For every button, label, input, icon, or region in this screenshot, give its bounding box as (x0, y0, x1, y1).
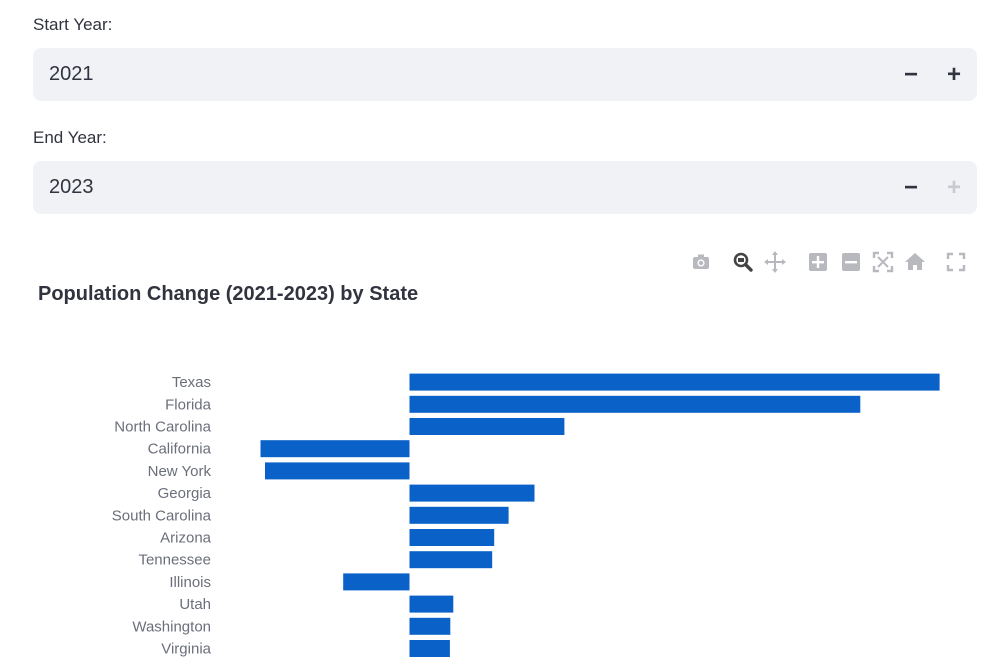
bar-new-york[interactable] (265, 462, 410, 480)
y-tick-label: North Carolina (114, 419, 211, 436)
y-tick-label: New York (148, 463, 212, 480)
y-tick-label: Utah (179, 596, 211, 613)
y-tick-label: Illinois (169, 574, 211, 591)
autoscale-icon[interactable] (869, 248, 897, 276)
y-tick-label: Florida (165, 396, 212, 413)
y-tick-label: California (148, 441, 212, 458)
bar-north-carolina[interactable] (409, 418, 565, 435)
chart-title: Population Change (2021-2023) by State (38, 283, 419, 305)
end-year-decrement-button[interactable]: − (891, 161, 931, 214)
start-year-value[interactable]: 2021 (49, 63, 94, 85)
plus-icon: + (946, 174, 961, 201)
chart-modebar (684, 248, 974, 276)
zoom-icon[interactable] (729, 248, 757, 276)
fullscreen-icon[interactable] (942, 248, 970, 276)
zoom-in-icon[interactable] (804, 248, 832, 276)
y-tick-label: Virginia (161, 641, 211, 658)
minus-icon: − (903, 61, 918, 88)
bar-arizona[interactable] (409, 529, 495, 546)
bar-california[interactable] (260, 440, 410, 458)
end-year-value[interactable]: 2023 (49, 176, 94, 198)
start-year-input[interactable]: 2021 − + (33, 48, 977, 101)
end-year-increment-button[interactable]: + (934, 161, 974, 214)
start-year-label: Start Year: (33, 15, 113, 34)
end-year-label: End Year: (33, 128, 107, 147)
population-change-chart: Texas Florida North Carolina California New … (112, 373, 940, 658)
bar-tennessee[interactable] (409, 551, 493, 569)
y-tick-label: Tennessee (138, 552, 211, 569)
camera-icon[interactable] (687, 248, 715, 276)
bar-utah[interactable] (409, 595, 454, 613)
bar-south-carolina[interactable] (409, 506, 509, 524)
y-tick-label: South Carolina (112, 507, 212, 524)
end-year-input[interactable]: 2023 − + (33, 161, 977, 214)
y-tick-label: Georgia (158, 485, 212, 502)
plus-icon: + (946, 61, 961, 88)
bar-washington[interactable] (409, 617, 451, 635)
y-tick-label: Washington (132, 618, 211, 635)
zoom-out-icon[interactable] (837, 248, 865, 276)
minus-icon: − (903, 174, 918, 201)
y-tick-label: Arizona (160, 530, 212, 547)
bar-texas[interactable] (409, 373, 940, 391)
start-year-increment-button[interactable]: + (934, 48, 974, 101)
bar-illinois[interactable] (343, 573, 410, 591)
bar-virginia[interactable] (409, 640, 450, 657)
start-year-decrement-button[interactable]: − (891, 48, 931, 101)
y-tick-label: Texas (172, 374, 211, 391)
home-icon[interactable] (901, 248, 929, 276)
pan-icon[interactable] (761, 248, 789, 276)
bar-florida[interactable] (409, 395, 861, 413)
bar-georgia[interactable] (409, 484, 535, 502)
